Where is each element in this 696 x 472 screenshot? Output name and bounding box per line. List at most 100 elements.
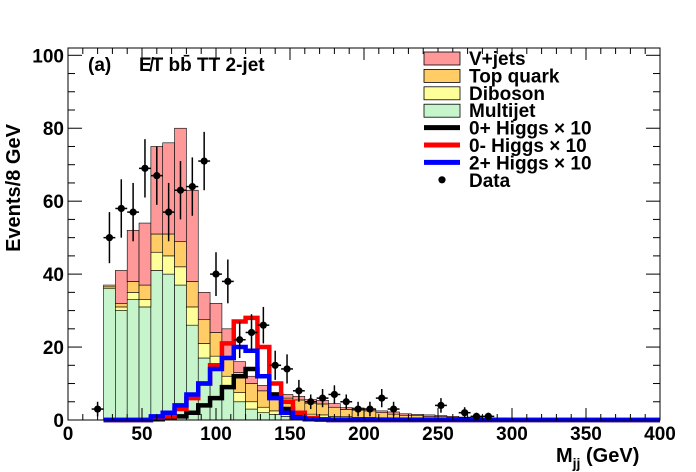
bar-multijet [162,273,175,421]
data-point [472,412,481,420]
legend-label-multijet: Multijet [469,101,536,122]
data-point [212,270,220,278]
legend-label-data: Data [469,171,511,192]
bar-multijet [115,310,128,421]
legend-label-0-higgs-10: 0+ Higgs × 10 [469,119,592,140]
data-point [295,387,303,395]
x-tick-label: 100 [200,424,232,445]
data-point [176,186,185,194]
bar-diboson [186,306,199,326]
bar-multijet [138,306,152,421]
data-point [165,208,173,216]
legend-swatch-v-jets [423,51,461,66]
bar-v-jets [328,403,341,408]
x-tick-label: 0 [63,424,74,445]
data-point [271,361,279,369]
data-point [153,172,161,180]
bar-top-quark [340,409,353,418]
x-tick-label: 250 [422,424,454,445]
y-tick-label: 40 [43,265,64,286]
data-point [354,405,362,413]
bar-diboson [245,401,258,410]
bar-top-quark [375,412,388,419]
bar-v-jets [411,414,424,416]
x-axis-title-unit: (GeV) [580,445,639,467]
y-tick-label: 60 [43,192,64,213]
data-points [91,131,495,420]
panel-label: (a) [88,55,111,76]
bar-diboson [174,266,187,286]
bar-v-jets [399,413,412,416]
legend-label-0-higgs-10: 0- Higgs × 10 [469,136,587,157]
y-tick-label: 0 [53,411,64,432]
bar-multijet [150,270,164,421]
bar-top-quark [126,281,140,293]
x-axis-title: Mjj (GeV) [556,445,639,471]
data-point [224,277,232,286]
bar-v-jets [375,410,388,414]
x-tick-label: 150 [274,424,306,445]
data-point [94,405,102,413]
bar-diboson [126,292,140,300]
legend-label-v-jets: V+jets [469,49,526,70]
background-stack [103,127,507,421]
data-point [307,398,315,406]
bar-diboson [233,392,246,403]
data-point [378,394,386,402]
bar-diboson [115,306,128,311]
data-point [105,234,114,242]
x-tick-label: 200 [348,424,380,445]
bar-v-jets [209,302,223,333]
x-tick-label: 50 [131,424,152,445]
legend-label-diboson: Diboson [469,84,545,105]
legend-swatch-top-quark [423,69,461,83]
data-point [318,394,327,402]
bar-v-jets [422,414,436,418]
bar-v-jets [245,375,258,384]
bar-top-quark [186,281,199,308]
bar-top-quark [115,302,128,308]
x-tick-label: 400 [644,424,676,445]
data-point [188,182,196,191]
data-point [129,208,137,216]
bar-diboson [257,406,270,414]
data-point [366,405,374,413]
bar-multijet [233,401,246,421]
x-tick-label: 350 [570,424,602,445]
data-point [247,328,256,337]
bar-diboson [162,255,175,275]
bar-v-jets [115,270,128,304]
bar-multijet [126,299,140,421]
bar-multijet [257,412,270,421]
bar-top-quark [245,383,258,403]
y-tick-label: 100 [32,46,64,67]
channel-label: E̸T bb̄ TT 2-jet [139,55,265,76]
data-point [117,204,125,213]
data-point [461,409,469,417]
data-point [437,401,445,410]
bar-v-jets [197,292,211,321]
x-axis-title-main: M [556,445,573,467]
data-point [236,336,244,344]
bar-diboson [150,251,164,271]
data-point [259,321,267,329]
data-point [200,157,208,165]
bar-multijet [103,288,116,421]
bar-top-quark [138,284,152,300]
axis-ticks: 0 50 100 150 200 250 300 350 400 0 20 40 60 80 100 [32,46,676,445]
legend-swatch-multijet [423,103,461,118]
bar-diboson [138,299,152,308]
legend-swatch-data [438,176,446,184]
y-axis-title: Events/8 GeV [3,123,25,252]
y-tick-label: 80 [43,119,64,140]
legend-label-top-quark: Top quark [469,66,560,87]
bar-v-jets [138,222,152,286]
bar-diboson [197,343,211,359]
x-tick-label: 300 [496,424,528,445]
data-point [342,398,350,406]
bar-top-quark [150,233,164,253]
data-point [330,390,338,399]
bar-top-quark [103,284,116,288]
